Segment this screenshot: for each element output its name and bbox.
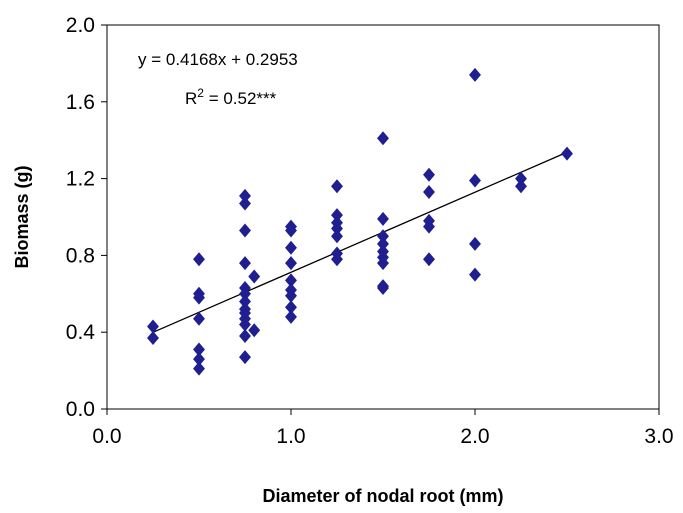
data-point <box>331 179 343 194</box>
data-point <box>248 323 261 338</box>
data-point <box>423 219 435 234</box>
data-point <box>193 361 205 376</box>
r-squared-value: = 0.52*** <box>204 89 277 108</box>
y-tick-label: 1.6 <box>66 91 95 114</box>
data-point <box>248 269 261 284</box>
data-point <box>239 188 251 203</box>
y-tick-label: 1.2 <box>66 168 95 191</box>
data-point <box>331 221 343 236</box>
y-tick-label: 0.0 <box>66 398 95 421</box>
data-point <box>239 223 251 238</box>
data-point <box>193 342 205 357</box>
y-tick-label: 2.0 <box>66 14 95 37</box>
data-point <box>285 300 297 315</box>
y-axis-ticks: 0.0 0.4 0.8 1.2 1.6 2.0 <box>66 14 107 421</box>
data-point <box>147 319 159 334</box>
y-tick-label: 0.8 <box>66 244 95 267</box>
r-squared-prefix: R <box>185 89 197 108</box>
data-point <box>469 67 481 82</box>
data-point <box>423 167 435 182</box>
data-point <box>331 252 343 267</box>
x-tick-label: 0.0 <box>92 425 121 448</box>
x-tick-label: 2.0 <box>460 425 489 448</box>
data-point <box>239 256 251 271</box>
data-point <box>515 171 527 186</box>
x-tick-label: 3.0 <box>644 425 673 448</box>
data-point <box>377 256 389 271</box>
data-point <box>147 330 159 345</box>
data-point <box>469 173 481 188</box>
data-point <box>331 208 343 223</box>
r-squared-label: R2 = 0.52*** <box>185 86 277 108</box>
data-point <box>239 196 251 211</box>
data-point <box>469 267 481 282</box>
data-point <box>423 252 435 267</box>
trendline <box>152 151 568 333</box>
data-point <box>239 350 251 365</box>
data-point <box>515 179 527 194</box>
data-point <box>193 311 205 326</box>
data-point <box>377 131 389 146</box>
x-axis-label: Diameter of nodal root (mm) <box>262 486 503 506</box>
r-squared-superscript: 2 <box>197 86 204 100</box>
data-point <box>193 290 205 305</box>
data-point <box>469 236 481 251</box>
data-point <box>239 294 251 309</box>
data-point <box>377 229 389 244</box>
data-point <box>239 329 251 344</box>
x-tick-label: 1.0 <box>276 425 305 448</box>
data-point <box>285 256 297 271</box>
data-point <box>239 317 251 332</box>
data-point <box>285 273 297 288</box>
data-point <box>423 185 435 200</box>
data-point <box>193 352 205 367</box>
equation-label: y = 0.4168x + 0.2953 <box>138 50 298 69</box>
data-point <box>561 146 573 161</box>
data-point <box>377 236 389 251</box>
y-axis-label: Biomass (g) <box>12 165 32 268</box>
data-point <box>331 229 343 244</box>
data-point <box>285 240 297 255</box>
data-point <box>285 309 297 324</box>
y-tick-label: 0.4 <box>66 321 96 344</box>
data-point <box>285 223 297 238</box>
data-points <box>147 67 573 376</box>
data-point <box>285 288 297 303</box>
data-point <box>193 252 205 267</box>
data-point <box>377 281 389 296</box>
data-point <box>377 211 389 226</box>
data-point <box>239 286 251 301</box>
x-axis-ticks: 0.0 1.0 2.0 3.0 <box>92 409 674 448</box>
